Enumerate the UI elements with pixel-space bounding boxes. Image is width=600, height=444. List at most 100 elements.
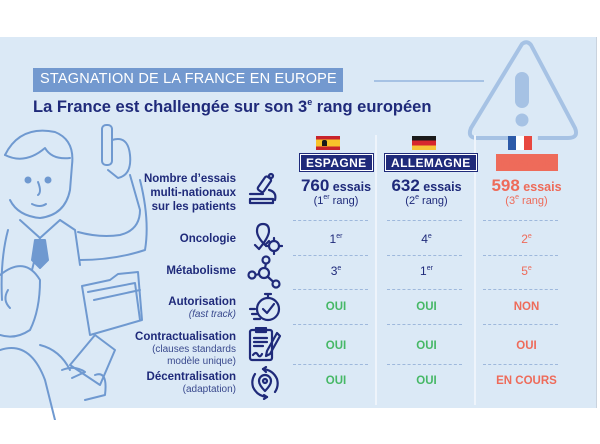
row-separator [293, 364, 368, 365]
trials-espagne: 760 essais (1er rang) [296, 176, 376, 207]
rank-number: 1 [329, 232, 337, 246]
infographic-panel [0, 37, 597, 408]
cancer-ribbon-icon [253, 222, 283, 255]
row-separator [387, 255, 462, 256]
trials-rank: (1er rang) [296, 194, 376, 207]
row-label-metabolisme: Métabolisme [166, 265, 236, 277]
rank-number: 5 [521, 264, 528, 278]
row-label-trials: Nombre d’essais multi-nationaux sur les … [144, 172, 236, 214]
row-label-decentralisation: Décentralisation (adaptation) [147, 370, 236, 396]
trials-france: 598 essais (3e rang) [484, 176, 569, 207]
location-sync-icon [251, 366, 279, 400]
rank-sup: e [527, 233, 532, 240]
row-label-main: Décentralisation [146, 371, 236, 383]
trials-unit: essais [419, 180, 462, 194]
molecule-icon [247, 255, 281, 289]
stopwatch-check-icon [248, 292, 281, 322]
rank-sup: e [427, 233, 432, 240]
row-label-line: sur les patients [151, 201, 236, 213]
row-label-autorisation: Autorisation (fast track) [168, 295, 236, 321]
trials-unit: essais [329, 180, 372, 194]
rank-sup: e [415, 194, 419, 201]
row-separator [483, 255, 558, 256]
row-label-main: Contractualisation [135, 331, 236, 343]
autorisation-allemagne: OUI [416, 301, 437, 313]
row-label-line: multi-nationaux [150, 187, 236, 199]
scientists-illustration [0, 124, 148, 420]
oncologie-france: 2e [484, 232, 569, 246]
autorisation-espagne: OUI [325, 301, 347, 313]
row-label-sub: modèle unique) [167, 356, 236, 367]
row-label-sub: (clauses standards [152, 344, 236, 355]
rank-sup: e [515, 194, 519, 201]
row-separator [387, 289, 462, 290]
contract-signature-icon [248, 327, 282, 362]
rank-text: rang) [329, 195, 359, 207]
spain-flag-icon [316, 136, 340, 150]
subtitle-text-end: rang européen [312, 98, 432, 116]
section-tag: STAGNATION DE LA FRANCE EN EUROPE [33, 68, 343, 92]
row-separator [387, 220, 462, 221]
row-label-sub: (fast track) [188, 309, 236, 320]
trials-number: 598 [491, 176, 520, 195]
metabolisme-allemagne: 1er [384, 264, 469, 278]
row-separator [387, 364, 462, 365]
contractualisation-espagne: OUI [325, 340, 347, 352]
rank-text: (1 [313, 195, 324, 207]
row-label-oncologie: Oncologie [179, 233, 236, 245]
germany-flag-icon [412, 136, 436, 150]
rank-number: 3 [330, 264, 338, 278]
rank-sup: er [323, 194, 330, 201]
rank-number: 2 [521, 232, 528, 246]
row-label-sub: (adaptation) [182, 384, 236, 395]
contractualisation-allemagne: OUI [416, 340, 437, 352]
rank-sup: e [527, 265, 532, 272]
rank-text: (2 [405, 195, 416, 207]
rank-text: rang) [418, 195, 448, 207]
rank-text: (3 [505, 195, 516, 207]
trials-number: 632 [391, 176, 420, 195]
rank-sup: er [426, 265, 433, 272]
row-separator [293, 324, 368, 325]
trials-rank: (2e rang) [384, 194, 469, 207]
row-separator [483, 324, 558, 325]
metabolisme-france: 5e [484, 264, 569, 278]
metabolisme-espagne: 3e [296, 264, 376, 278]
rank-sup: e [337, 265, 342, 272]
tag-divider-line [374, 80, 484, 82]
decentralisation-france: EN COURS [496, 375, 557, 387]
trials-number: 760 [300, 176, 330, 195]
decentralisation-allemagne: OUI [416, 375, 437, 387]
column-divider [375, 135, 377, 405]
row-separator [483, 220, 558, 221]
column-header-allemagne: ALLEMAGNE [384, 153, 478, 172]
autorisation-france: NON [513, 301, 540, 313]
rank-number: 4 [421, 232, 428, 246]
subtitle-superscript: e [307, 97, 313, 107]
row-label-contractualisation: Contractualisation (clauses standards mo… [135, 330, 236, 368]
column-header-espagne: ESPAGNE [299, 153, 374, 172]
trials-rank: (3e rang) [484, 194, 569, 207]
subtitle-text: La France est challengée sur son 3 [33, 98, 308, 116]
column-header-france: FRANCE [496, 154, 559, 171]
row-separator [293, 255, 368, 256]
column-divider [474, 135, 476, 405]
row-label-line: Nombre d’essais [143, 173, 236, 185]
france-flag-icon [508, 136, 532, 150]
oncologie-allemagne: 4e [384, 232, 469, 246]
rank-sup: er [336, 233, 343, 240]
row-separator [293, 220, 368, 221]
oncologie-espagne: 1er [296, 232, 376, 246]
trials-allemagne: 632 essais (2e rang) [384, 176, 469, 207]
row-separator [387, 324, 462, 325]
page-subtitle: La France est challengée sur son 3e rang… [33, 97, 431, 117]
row-separator [293, 289, 368, 290]
row-separator [483, 364, 558, 365]
row-label-main: Autorisation [168, 296, 236, 308]
warning-triangle-icon [467, 40, 579, 140]
contractualisation-france: OUI [516, 340, 537, 352]
trials-unit: essais [519, 180, 562, 194]
decentralisation-espagne: OUI [325, 375, 347, 387]
rank-number: 1 [420, 264, 427, 278]
microscope-icon [248, 172, 277, 205]
